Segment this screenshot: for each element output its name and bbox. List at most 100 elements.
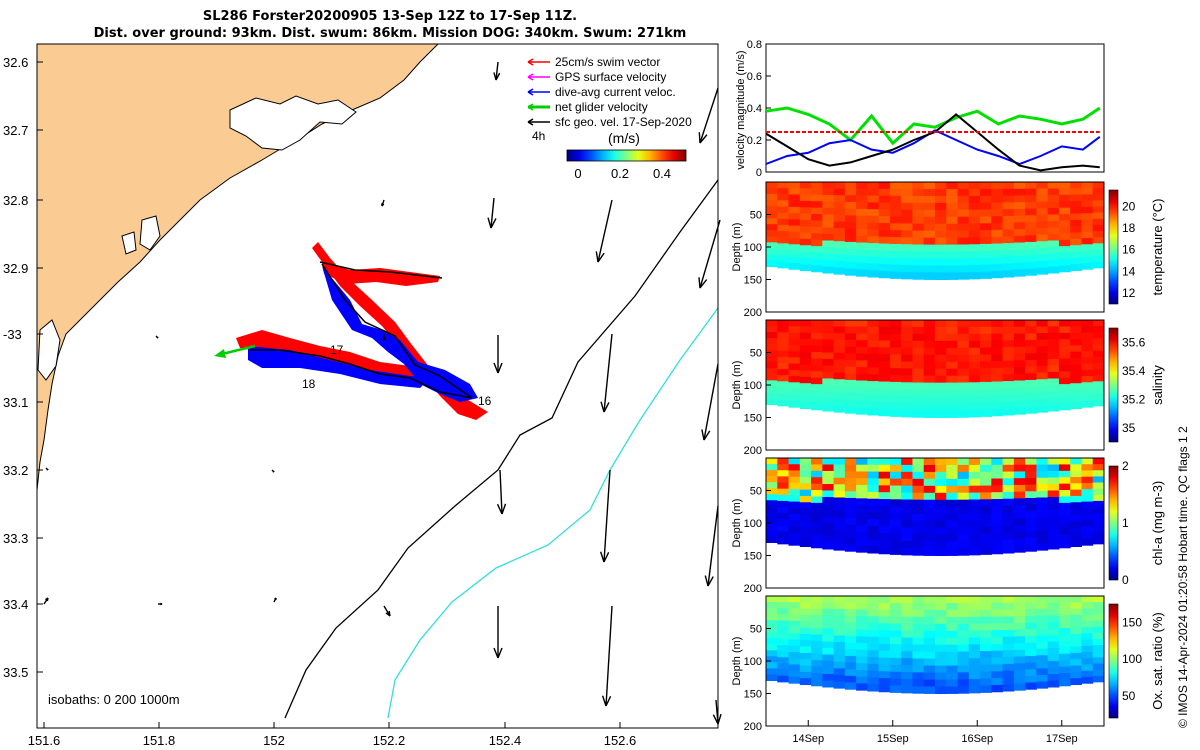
heatmap-cell	[935, 216, 947, 225]
heatmap-cell	[856, 202, 868, 210]
heatmap-cell	[1002, 215, 1015, 224]
heatmap-cell	[766, 518, 778, 525]
heatmap-cell	[856, 629, 868, 637]
heatmap-cell	[991, 374, 1004, 383]
heatmap-cell	[946, 375, 959, 384]
heatmap-cell	[901, 541, 913, 549]
heatmap-cell	[822, 609, 835, 616]
heatmap-cell	[1081, 645, 1094, 653]
heatmap-cell	[923, 679, 936, 687]
heatmap-cell	[957, 188, 970, 197]
heatmap-cell	[1036, 464, 1049, 472]
heatmap-cell	[1047, 326, 1060, 334]
heatmap-cell	[889, 375, 902, 383]
heatmap-cell	[1002, 478, 1015, 486]
heatmap-cell	[935, 209, 947, 218]
heatmap-cell	[1081, 219, 1094, 227]
heatmap-cell	[1058, 339, 1071, 347]
heatmap-cell	[991, 320, 1004, 328]
heatmap-cell	[1036, 674, 1049, 683]
heatmap-cell	[788, 344, 801, 352]
heatmap-cell	[788, 495, 801, 503]
heatmap-cell	[957, 520, 970, 528]
heatmap-cell	[1070, 182, 1082, 189]
heatmap-cell	[1025, 386, 1037, 394]
heatmap-cell	[878, 678, 891, 686]
heatmap-cell	[1013, 340, 1026, 348]
heatmap-cell	[980, 216, 992, 224]
heatmap-cell	[777, 632, 790, 640]
heatmap-cell	[923, 630, 936, 639]
heatmap-cell	[968, 237, 981, 245]
heatmap-cell	[788, 476, 801, 484]
heatmap-cell	[1092, 482, 1105, 490]
heatmap-cell	[844, 504, 857, 512]
depth-tick-label: 200	[744, 721, 762, 733]
heatmap-cell	[1081, 357, 1094, 365]
map-colorbar	[566, 149, 687, 162]
heatmap-cell	[777, 482, 790, 490]
heatmap-cell	[1036, 536, 1049, 545]
lon-tick-label: 152	[263, 733, 285, 748]
heatmap-cell	[833, 372, 846, 380]
geo-velocity-arrow	[381, 203, 385, 207]
heatmap-cell	[1047, 510, 1060, 517]
heatmap-cell	[766, 338, 778, 345]
heatmap-cell	[1081, 532, 1094, 540]
heatmap-cell	[923, 361, 936, 370]
heatmap-cell	[889, 678, 902, 686]
heatmap-cell	[788, 332, 801, 340]
heatmap-cell	[844, 182, 857, 190]
heatmap-cell	[1092, 338, 1105, 346]
heatmap-cell	[1047, 490, 1060, 498]
heatmap-cell	[901, 326, 913, 335]
geo-velocity-arrow	[595, 251, 605, 263]
heatmap-cell	[901, 658, 913, 666]
heatmap-cell	[822, 516, 835, 524]
lat-tick-label: 32.8	[3, 193, 28, 208]
legend-swatch-head	[527, 103, 534, 111]
heatmap-cell	[1070, 364, 1082, 372]
heatmap-cell	[946, 182, 959, 190]
heatmap-cell	[833, 517, 846, 525]
heatmap-cell	[833, 622, 846, 630]
heatmap-cell	[777, 519, 790, 526]
heatmap-cell	[1002, 347, 1015, 355]
heatmap-cell	[991, 458, 1004, 466]
heatmap-cell	[1036, 490, 1049, 498]
heatmap-cell	[788, 532, 801, 540]
heatmap-cell	[968, 230, 981, 238]
heatmap-cell	[822, 333, 835, 340]
heatmap-cell	[1070, 395, 1082, 403]
heatmap-cell	[1081, 507, 1094, 515]
heatmap-cell	[822, 641, 835, 649]
heatmap-cell	[957, 320, 970, 328]
heatmap-cell	[777, 206, 790, 214]
heatmap-cell	[968, 665, 981, 673]
heatmap-cell	[811, 490, 823, 497]
heatmap-cell	[1058, 233, 1071, 241]
heatmap-cell	[991, 236, 1004, 245]
heatmap-cell	[935, 326, 947, 335]
heatmap-cell	[1092, 458, 1105, 465]
heatmap-cell	[946, 492, 959, 501]
heatmap-cell	[788, 244, 801, 252]
heatmap-cell	[799, 194, 812, 202]
heatmap-cell	[980, 333, 992, 342]
heatmap-cell	[980, 326, 992, 335]
heatmap-cell	[946, 616, 959, 625]
colorbar-title: (m/s)	[608, 130, 640, 146]
heatmap-cell	[777, 602, 790, 609]
heatmap-cell	[957, 202, 970, 211]
heatmap-cell	[991, 616, 1004, 624]
heatmap-cell	[1058, 352, 1071, 359]
heatmap-cell	[1058, 390, 1071, 398]
heatmap-cell	[856, 498, 868, 506]
heatmap-cell	[856, 262, 868, 270]
heatmap-cell	[923, 389, 936, 398]
heatmap-cell	[1092, 632, 1105, 640]
heatmap-cell	[1036, 668, 1049, 676]
heatmap-cell	[1047, 674, 1060, 681]
heatmap-cell	[856, 326, 868, 334]
heatmap-cell	[1092, 596, 1105, 603]
